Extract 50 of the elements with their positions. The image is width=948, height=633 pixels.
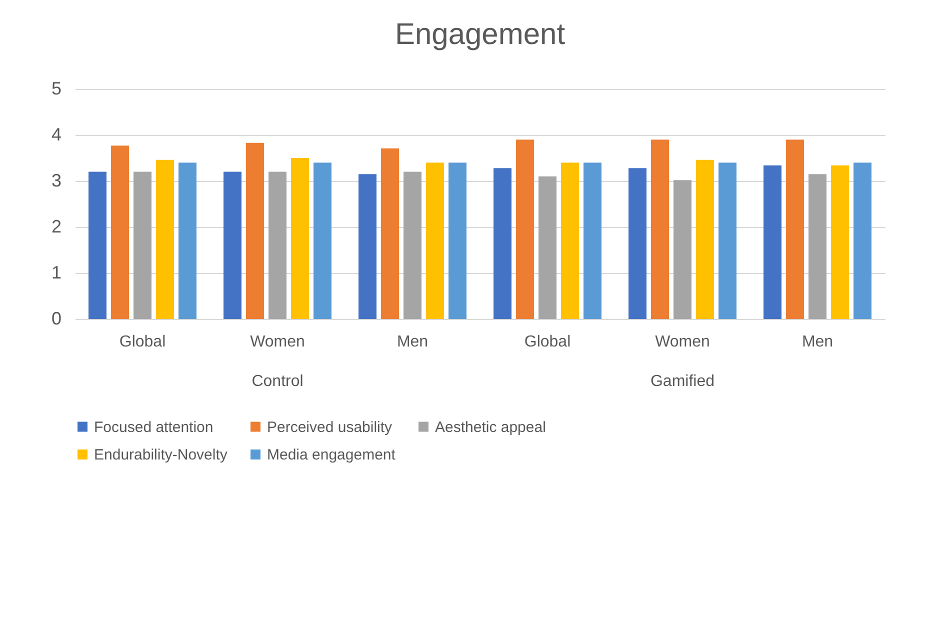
bar [786, 140, 804, 319]
bar [381, 148, 399, 319]
bar [831, 165, 849, 319]
bar [291, 158, 309, 319]
bar [561, 162, 579, 319]
legend-label: Media engagement [267, 446, 396, 464]
x-tick-label: Women [655, 334, 710, 350]
bar [674, 180, 692, 319]
text: Gamified [650, 373, 715, 390]
bar [358, 174, 376, 319]
legend-label: Aesthetic appeal [435, 418, 546, 436]
bar [426, 162, 444, 319]
bar [696, 160, 714, 319]
y-tick-label: 1 [51, 262, 62, 282]
legend-label: Perceived usability [267, 418, 393, 436]
bar [314, 162, 332, 319]
bar [178, 162, 196, 319]
bar [111, 146, 129, 319]
bar [494, 168, 512, 319]
bar [764, 165, 782, 319]
bar [651, 140, 669, 319]
bar [538, 176, 556, 319]
y-tick-label: 3 [51, 170, 62, 190]
text: Control [252, 373, 304, 390]
x-tick-label: Men [802, 334, 834, 350]
bar [134, 172, 152, 319]
legend-label: Focused attention [94, 418, 214, 436]
chart-title: Engagement [394, 18, 566, 51]
bar [808, 174, 826, 319]
bar [516, 140, 534, 319]
bar [224, 172, 242, 319]
x-tick-label: Men [396, 334, 428, 350]
bar [584, 162, 602, 319]
legend-label: Endurability-Novelty [94, 446, 228, 464]
x-tick-label: Global [524, 334, 571, 350]
bar [156, 160, 174, 319]
bar [718, 162, 736, 319]
y-tick-label: 0 [51, 308, 62, 328]
bar [404, 172, 422, 319]
y-tick-label: 2 [51, 216, 62, 236]
y-tick-label: 4 [51, 124, 62, 144]
bar [854, 162, 872, 319]
bar [268, 172, 286, 319]
x-tick-label: Women [250, 334, 305, 350]
y-tick-label: 5 [51, 78, 62, 98]
bar [628, 168, 646, 319]
bar [88, 172, 106, 319]
bar [246, 142, 264, 319]
x-tick-label: Global [119, 334, 166, 350]
bar [448, 162, 466, 319]
